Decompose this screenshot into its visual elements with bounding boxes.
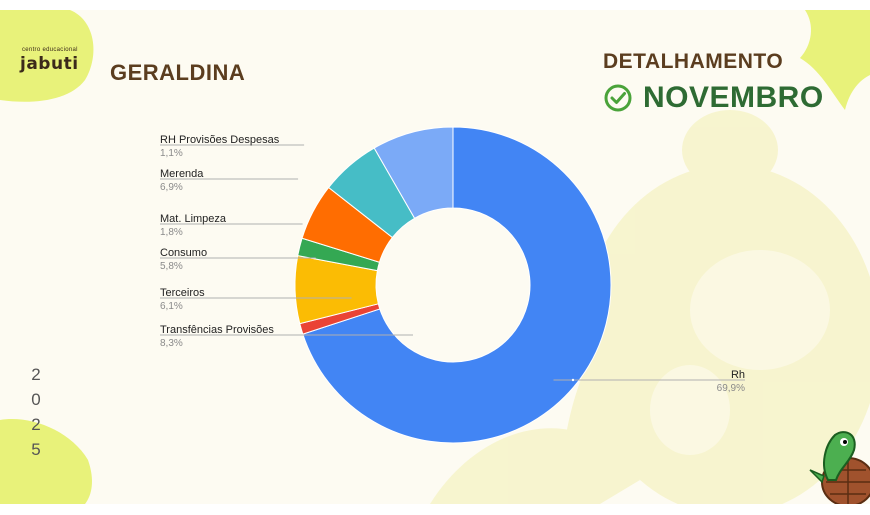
slice-percentage: 1,8% bbox=[160, 227, 183, 238]
leaf-top-right bbox=[800, 10, 870, 110]
slice-percentage: 69,9% bbox=[717, 383, 745, 394]
company-name: GERALDINA bbox=[110, 60, 246, 85]
donut-chart: Rh 69,9% RH Provisões Despesas 1,1% Merenda 6… bbox=[160, 126, 745, 444]
leaf-bottom-left bbox=[0, 419, 92, 504]
year-vertical: 2 0 2 5 bbox=[28, 362, 44, 462]
detail-heading: DETALHAMENTO bbox=[603, 50, 784, 73]
background-art bbox=[0, 10, 870, 504]
slice-label: Mat. Limpeza bbox=[160, 213, 227, 225]
month-row: NOVEMBRO bbox=[603, 80, 824, 116]
month-title: NOVEMBRO bbox=[643, 81, 824, 114]
turtle-icon bbox=[809, 431, 870, 504]
slice-label: Terceiros bbox=[160, 287, 205, 299]
year-digit: 2 bbox=[31, 415, 41, 434]
logo: jabuti bbox=[20, 54, 79, 74]
slide: centro educacional jabuti GERALDINA DETA… bbox=[0, 10, 870, 504]
slice-percentage: 8,3% bbox=[160, 338, 183, 349]
donut-slice bbox=[373, 126, 454, 219]
slice-percentage: 6,9% bbox=[160, 182, 183, 193]
logo-subtitle: centro educacional bbox=[22, 47, 78, 53]
year-digit: 2 bbox=[31, 365, 41, 384]
slice-label: Consumo bbox=[160, 247, 207, 259]
donut-slice bbox=[302, 126, 612, 444]
slice-percentage: 5,8% bbox=[160, 261, 183, 272]
turtle-watermark bbox=[430, 110, 870, 504]
leader-dot bbox=[571, 378, 575, 382]
check-circle-icon bbox=[604, 84, 632, 112]
year-digit: 0 bbox=[31, 390, 41, 409]
slice-percentage: 1,1% bbox=[160, 148, 183, 159]
leaf-top-left bbox=[0, 10, 94, 102]
slice-label: Transfências Provisões bbox=[160, 324, 274, 336]
year-digit: 5 bbox=[31, 440, 41, 459]
slice-label: Rh bbox=[731, 369, 745, 381]
slice-percentage: 6,1% bbox=[160, 301, 183, 312]
slice-label: RH Provisões Despesas bbox=[160, 134, 280, 146]
slice-label: Merenda bbox=[160, 168, 204, 180]
